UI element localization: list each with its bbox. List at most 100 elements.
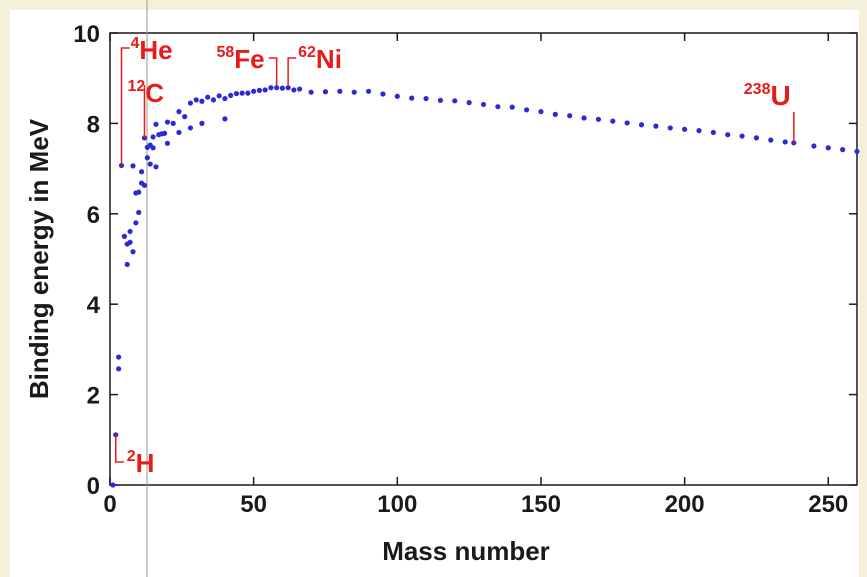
data-point xyxy=(216,93,222,99)
data-point xyxy=(710,129,716,136)
data-point xyxy=(262,87,268,93)
y-tick-label: 6 xyxy=(87,202,100,229)
y-tick-label: 4 xyxy=(87,292,101,319)
data-point xyxy=(466,100,472,106)
annotation-label-ni: 62Ni xyxy=(298,44,342,74)
data-point xyxy=(150,145,156,151)
data-point xyxy=(291,87,297,93)
data-point xyxy=(297,86,303,92)
data-point xyxy=(187,100,194,106)
leader-he xyxy=(120,47,130,166)
data-point xyxy=(409,95,415,101)
plot-area xyxy=(109,32,858,486)
annotation-label-h: 2H xyxy=(127,448,155,478)
data-point xyxy=(205,94,211,100)
data-point xyxy=(144,155,150,161)
data-point xyxy=(552,111,558,117)
axis-ticks: 0 50 100 150 200 250 0 2 4 6 8 10 xyxy=(73,21,857,518)
data-point xyxy=(239,90,245,96)
data-point xyxy=(394,93,400,99)
leader-ni xyxy=(287,57,297,86)
data-point xyxy=(308,89,314,95)
data-point xyxy=(121,233,127,239)
data-point xyxy=(595,116,602,122)
data-point xyxy=(538,109,544,115)
data-point xyxy=(365,88,372,94)
data-points xyxy=(110,85,860,488)
data-point xyxy=(739,133,745,139)
data-point xyxy=(567,113,573,119)
data-point xyxy=(110,482,116,488)
data-point xyxy=(753,135,760,141)
data-point xyxy=(153,121,159,127)
data-point xyxy=(141,182,148,188)
y-tick-label: 2 xyxy=(87,383,100,410)
data-point xyxy=(199,120,205,126)
data-point xyxy=(268,85,274,91)
data-point xyxy=(523,107,530,113)
x-tick-label: 100 xyxy=(377,491,417,518)
y-tick-label: 0 xyxy=(87,473,100,500)
data-point xyxy=(256,87,262,94)
data-point xyxy=(245,90,251,96)
x-tick-label: 0 xyxy=(103,491,116,518)
data-point xyxy=(825,145,831,151)
data-point xyxy=(423,95,429,102)
data-point xyxy=(854,148,860,155)
element-annotations: 4He 12C 58Fe 62Ni 238U 2H xyxy=(114,35,795,478)
data-point xyxy=(153,164,159,170)
data-point xyxy=(782,139,788,145)
data-point xyxy=(222,116,228,122)
data-point xyxy=(130,249,136,255)
data-point xyxy=(452,98,458,104)
data-point xyxy=(653,123,659,129)
y-tick-label: 10 xyxy=(73,21,100,48)
data-point xyxy=(279,85,285,91)
annotation-label-he: 4He xyxy=(130,35,172,65)
leader-h xyxy=(114,434,124,463)
y-axis-label: Binding energy in MeV xyxy=(24,118,54,399)
data-point xyxy=(840,147,846,153)
y-tick-label: 8 xyxy=(87,111,100,138)
data-point xyxy=(581,115,587,121)
data-point xyxy=(176,129,182,136)
data-point xyxy=(509,104,515,110)
data-point xyxy=(222,95,228,102)
data-point xyxy=(170,120,176,126)
data-point xyxy=(150,134,156,140)
data-point xyxy=(124,261,130,268)
data-point xyxy=(610,118,616,124)
data-point xyxy=(136,189,142,195)
data-point xyxy=(193,97,199,103)
data-point xyxy=(116,354,122,360)
leader-fe xyxy=(268,57,278,86)
data-point xyxy=(480,101,487,108)
data-point xyxy=(147,161,153,167)
data-point xyxy=(233,90,240,97)
data-point xyxy=(187,125,194,131)
data-point xyxy=(337,88,343,94)
data-point xyxy=(176,109,182,115)
x-tick-label: 50 xyxy=(240,491,267,518)
data-point xyxy=(380,91,386,97)
data-point xyxy=(437,97,444,103)
data-point xyxy=(682,126,688,132)
data-point xyxy=(139,169,145,175)
x-axis-label: Mass number xyxy=(382,536,550,566)
data-point xyxy=(251,88,257,94)
data-point xyxy=(322,89,329,95)
x-tick-label: 250 xyxy=(808,491,848,518)
data-point xyxy=(133,220,139,226)
data-point xyxy=(811,143,817,149)
data-point xyxy=(116,366,122,372)
data-point xyxy=(199,98,205,104)
data-point xyxy=(725,132,731,138)
data-point xyxy=(127,228,133,235)
data-point xyxy=(164,119,171,125)
annotation-label-c: 12C xyxy=(127,78,164,108)
data-point xyxy=(768,137,774,143)
x-tick-label: 150 xyxy=(521,491,561,518)
data-point xyxy=(351,89,357,95)
data-point xyxy=(638,122,645,128)
